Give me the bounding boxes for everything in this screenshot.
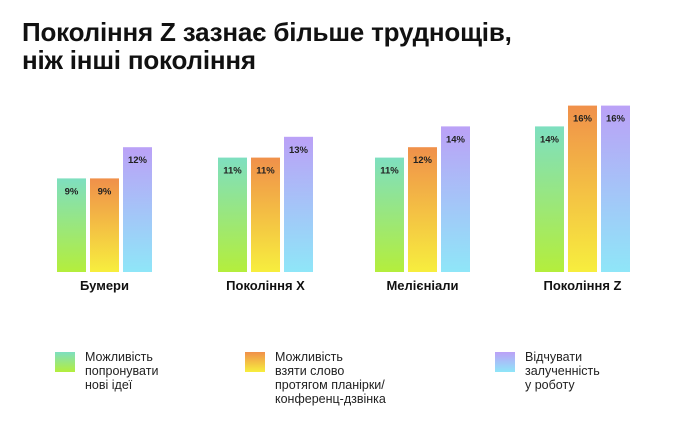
legend-swatch-series-2 — [245, 352, 265, 372]
data-label-3-series-3: 14% — [446, 134, 466, 145]
data-label-2-series-3: 13% — [289, 145, 309, 156]
chart-legend: Можливість попронувати нові ідеї Можливі… — [0, 350, 690, 430]
data-label-4-series-1: 14% — [540, 134, 560, 145]
category-label-1: Бумери — [80, 278, 129, 293]
category-label-4: Покоління Z — [544, 278, 622, 293]
legend-label-series-2: Можливість взяти слово протягом планірки… — [275, 350, 386, 406]
bar-3-series-2 — [408, 147, 437, 272]
legend-item-series-3: Відчувати залученність у роботу — [495, 350, 600, 392]
bar-4-series-3 — [601, 105, 630, 272]
legend-label-series-1: Можливість попронувати нові ідеї — [85, 350, 159, 392]
category-label-3: Мелієніали — [386, 278, 458, 293]
data-label-1-series-2: 9% — [98, 186, 112, 197]
data-label-1-series-1: 9% — [65, 186, 79, 197]
bar-3-series-3 — [441, 126, 470, 273]
data-label-2-series-2: 11% — [256, 166, 275, 177]
data-label-4-series-3: 16% — [606, 114, 626, 125]
data-label-3-series-1: 11% — [380, 166, 399, 177]
bar-4-series-1 — [535, 126, 564, 273]
data-label-1-series-3: 12% — [128, 155, 148, 166]
chart-title-line-1: Покоління Z зазнає більше труднощів, — [22, 17, 512, 47]
legend-label-series-3: Відчувати залученність у роботу — [525, 350, 600, 392]
chart-title: Покоління Z зазнає більше труднощів, ніж… — [22, 18, 642, 74]
bar-chart: 9% 9% 12% 11% 11% 13% 11% 12% 14% 14% 16% 16% Бумери… — [57, 105, 630, 293]
chart-title-line-2: ніж інші покоління — [22, 45, 256, 75]
bar-1-series-2 — [90, 178, 119, 272]
legend-swatch-series-3 — [495, 352, 515, 372]
data-label-2-series-1: 11% — [223, 166, 242, 177]
bar-1-series-3 — [123, 147, 152, 272]
legend-item-series-2: Можливість взяти слово протягом планірки… — [245, 350, 386, 406]
data-label-3-series-2: 12% — [413, 155, 433, 166]
legend-item-series-1: Можливість попронувати нові ідеї — [55, 350, 158, 392]
legend-swatch-series-1 — [55, 352, 75, 372]
bar-3-series-1 — [375, 157, 404, 272]
bar-2-series-3 — [284, 136, 313, 272]
category-label-2: Покоління X — [226, 278, 305, 293]
data-label-4-series-2: 16% — [573, 114, 593, 125]
bar-4-series-2 — [568, 105, 597, 272]
bar-1-series-1 — [57, 178, 86, 272]
bar-2-series-1 — [218, 157, 247, 272]
bar-2-series-2 — [251, 157, 280, 272]
